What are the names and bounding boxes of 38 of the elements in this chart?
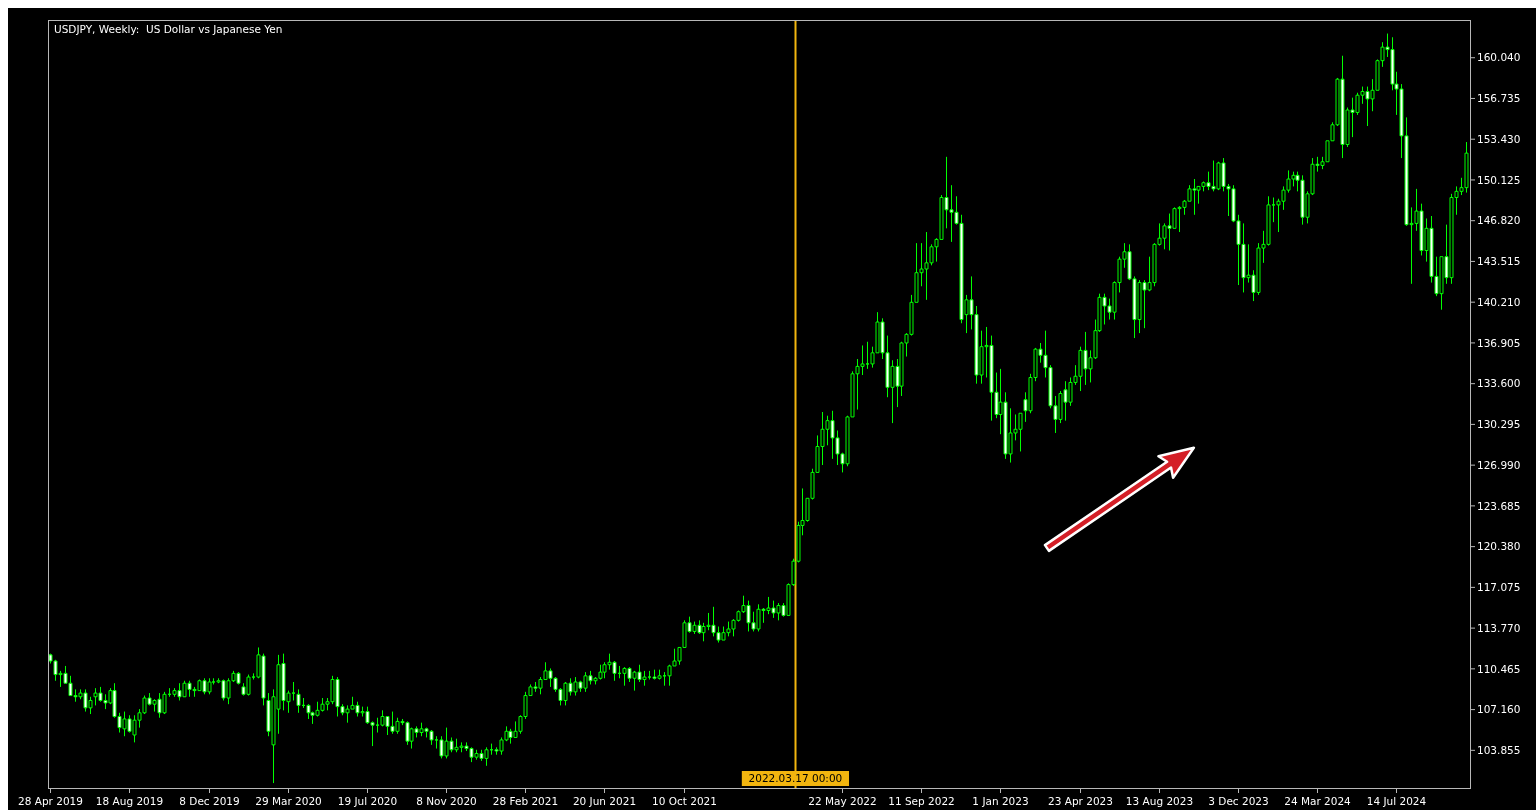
x-tick-label: 10 Oct 2021 — [652, 795, 717, 807]
x-tick-label: 28 Feb 2021 — [492, 795, 559, 807]
y-tick-label: 107.160 — [1477, 703, 1521, 716]
y-tick-label: 160.040 — [1477, 51, 1521, 64]
x-tick-label: 29 Mar 2020 — [255, 795, 322, 807]
y-tick-label: 153.430 — [1477, 132, 1521, 145]
x-tick-label: 3 Dec 2023 — [1208, 795, 1269, 807]
y-tick-label: 130.295 — [1477, 418, 1521, 431]
y-tick-label: 136.905 — [1477, 336, 1521, 349]
y-tick-label: 156.735 — [1477, 92, 1521, 105]
y-tick-label: 143.515 — [1477, 255, 1521, 268]
y-tick-label: 133.600 — [1477, 377, 1521, 390]
x-tick-label: 13 Aug 2023 — [1125, 795, 1194, 807]
x-tick-label: 14 Jul 2024 — [1366, 795, 1427, 807]
x-tick-label: 1 Jan 2023 — [972, 795, 1029, 807]
y-tick-label: 140.210 — [1477, 295, 1521, 308]
y-tick-label: 123.685 — [1477, 499, 1521, 512]
chart-title: USDJPY, Weekly: US Dollar vs Japanese Yen — [54, 23, 283, 35]
candlestick — [296, 688, 301, 714]
ref-line-label: 2022.03.17 00:00 — [748, 772, 843, 784]
y-tick-label: 126.990 — [1477, 458, 1521, 471]
y-tick-label: 110.465 — [1477, 662, 1521, 675]
y-tick-label: 117.075 — [1477, 581, 1521, 594]
x-tick-label: 24 Mar 2024 — [1284, 795, 1352, 807]
x-tick-label: 11 Sep 2022 — [888, 795, 955, 807]
y-tick-label: 113.770 — [1477, 621, 1521, 634]
y-tick-label: 120.380 — [1477, 540, 1521, 553]
x-tick-label: 20 Jun 2021 — [572, 795, 637, 807]
x-tick-label: 18 Aug 2019 — [95, 795, 164, 807]
x-tick-label: 23 Apr 2023 — [1048, 795, 1113, 807]
y-tick-label: 146.820 — [1477, 214, 1521, 227]
y-tick-label: 150.125 — [1477, 173, 1521, 186]
x-tick-label: 8 Dec 2019 — [179, 795, 240, 807]
x-tick-label: 22 May 2022 — [808, 795, 877, 807]
y-tick-label: 103.855 — [1477, 744, 1521, 757]
x-tick-label: 19 Jul 2020 — [337, 795, 398, 807]
x-tick-label: 8 Nov 2020 — [416, 795, 477, 807]
x-tick-label: 28 Apr 2019 — [18, 795, 83, 807]
